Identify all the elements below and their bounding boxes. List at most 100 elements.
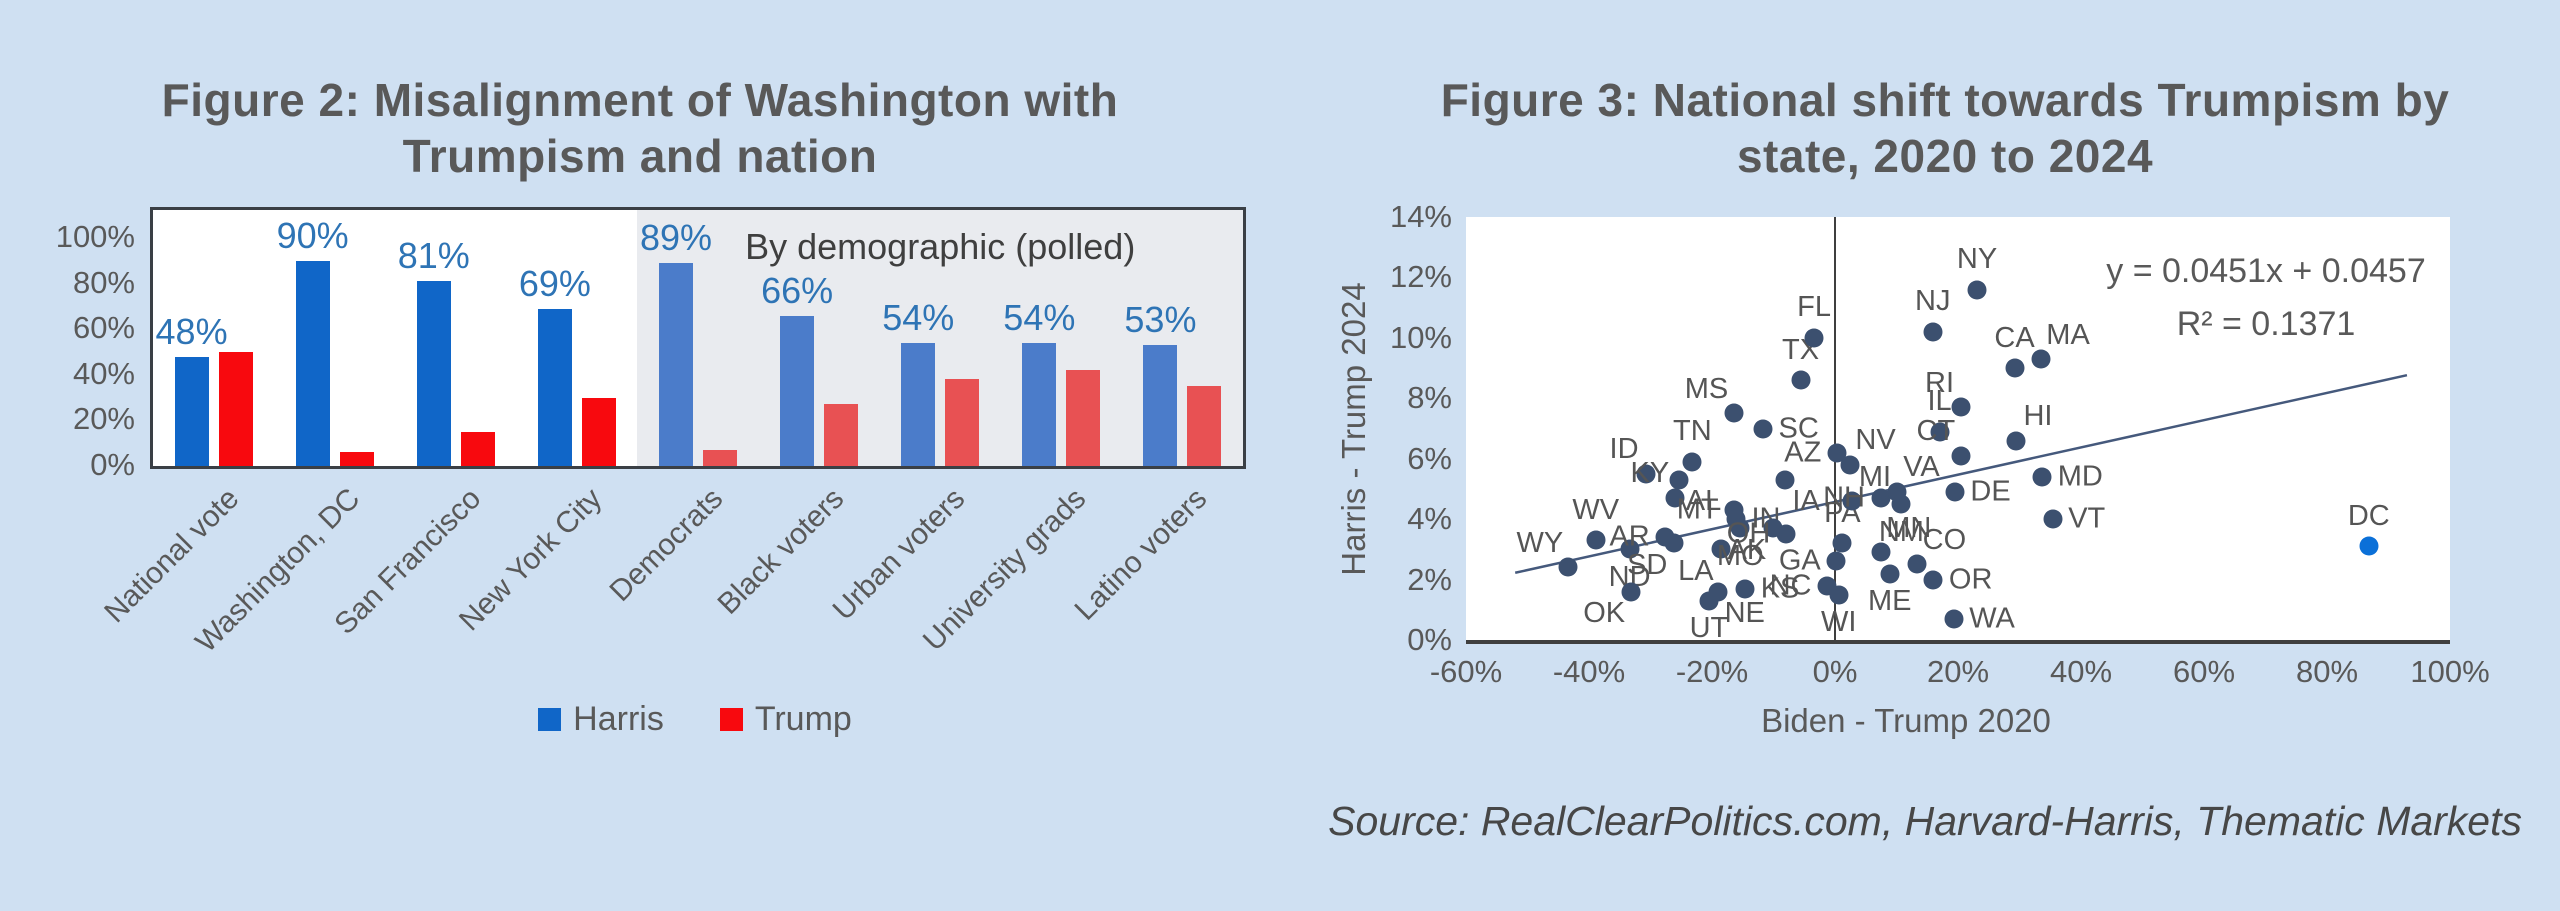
bar-trump (218, 352, 253, 466)
state-point-label-NJ: NJ (1915, 285, 1951, 318)
r-squared-line: R² = 0.1371 (2176, 304, 2356, 343)
state-point-LA (1711, 539, 1731, 559)
x-axis-tick-label: 40% (2049, 654, 2113, 689)
state-point-IL (1930, 422, 1950, 442)
state-point-label-SD: SD (1627, 548, 1668, 581)
state-point-OR (1923, 570, 1943, 590)
bar-harris (659, 263, 693, 466)
x-axis-tick-label: 60% (2172, 654, 2236, 689)
x-axis-tick-label: 20% (1926, 654, 1990, 689)
y-axis-tick-label: 60% (72, 310, 135, 346)
bar-trump (1066, 370, 1101, 466)
x-axis-tick-label: 100% (2410, 654, 2490, 689)
y-axis-tick-label: 20% (72, 401, 135, 437)
y-axis-tick-label: 80% (72, 264, 135, 300)
state-point-label-MD: MD (2057, 460, 2103, 493)
figure2-legend: Harris Trump (150, 700, 1240, 739)
x-axis-tick-label: -40% (1552, 654, 1626, 689)
state-point-FL (1804, 328, 1824, 348)
y-axis-tick-label: 100% (55, 219, 135, 254)
state-point-label-WI: WI (1820, 606, 1857, 639)
state-point-label-TN: TN (1672, 415, 1712, 448)
equation-line: y = 0.0451x + 0.0457 (2106, 252, 2426, 290)
state-point-label-ME: ME (1867, 585, 1912, 618)
state-point-NM (1891, 494, 1911, 514)
state-point-DE (1945, 482, 1965, 502)
state-point-NV (1840, 455, 1860, 475)
y-axis-tick-label: 0% (1407, 622, 1452, 657)
state-point-NY (1967, 280, 1987, 299)
y-axis-tick-label: 2% (1407, 561, 1452, 597)
state-point-label-NV: NV (1855, 424, 1896, 457)
bar-value-label: 54% (1003, 296, 1076, 338)
bar-trump (703, 450, 737, 466)
state-point-KY (1665, 488, 1685, 508)
y-axis-tick-label: 4% (1407, 501, 1452, 537)
bar-trump (1187, 386, 1222, 466)
state-point-RI (1951, 397, 1971, 417)
state-point-MO (1730, 518, 1750, 538)
state-point-AZ (1827, 443, 1847, 463)
y-axis-tick-label: 6% (1407, 440, 1452, 476)
figure2-plot-area: By demographic (polled) 0% 20% 40% 60% 80% 100… (56, 207, 1246, 659)
legend-swatch-harris (538, 708, 562, 731)
bar-harris (901, 342, 936, 466)
x-axis-tick-label: -20% (1675, 654, 1749, 689)
state-point-NH (1871, 488, 1890, 508)
state-point-WV (1586, 530, 1606, 550)
state-point-TX (1791, 370, 1811, 390)
state-point-label-SC: SC (1778, 412, 1819, 444)
state-point-label-DC: DC (2347, 499, 2390, 532)
y-axis-tick-label: 8% (1407, 380, 1452, 416)
figure2-title-line2: Trumpism and nation (402, 130, 878, 183)
state-point-ID (1636, 464, 1656, 484)
state-point-label-NM: NM (1878, 515, 1924, 548)
state-point-label-NC: NC (1769, 569, 1812, 602)
state-point-CA (2005, 358, 2025, 378)
bar-value-label: 53% (1124, 299, 1197, 341)
figure3-title-line1: Figure 3: National shift towards Trumpis… (1440, 74, 2450, 127)
y-axis-tick-label: 12% (1389, 259, 1452, 295)
bar-value-label: 54% (882, 296, 955, 338)
bar-trump (339, 452, 374, 466)
figure2-title: Figure 2: Misalignment of Washington wit… (120, 72, 1160, 184)
bar-harris (416, 281, 451, 466)
state-point-label-OR: OR (1948, 563, 1993, 596)
state-point-label-CT: CT (1916, 415, 1956, 448)
bar-harris (1143, 345, 1178, 466)
state-point-label-VA: VA (1903, 451, 1940, 484)
x-axis-tick-label: 80% (2295, 654, 2359, 689)
source-note: Source: RealClearPolitics.com, Harvard-H… (1328, 798, 2522, 844)
state-point-label-IL: IL (1927, 385, 1952, 418)
state-point-ME (1880, 564, 1900, 584)
state-point-label-ID: ID (1609, 433, 1639, 466)
state-point-IA (1775, 470, 1795, 490)
state-point-label-WA: WA (1969, 602, 2015, 635)
legend-label-trump: Trump (754, 700, 852, 738)
bar-harris (174, 356, 209, 466)
state-point-label-HI: HI (2023, 400, 2053, 433)
state-point-label-MO: MO (1716, 539, 1764, 572)
bar-harris (537, 308, 572, 466)
state-point-label-MA: MA (2046, 318, 2090, 351)
legend-item-trump: Trump (719, 700, 852, 739)
y-axis-tick-label: 40% (72, 355, 135, 391)
state-point-label-AL: AL (1685, 485, 1722, 518)
state-point-NE (1708, 582, 1728, 602)
bar-value-label: 66% (761, 269, 834, 311)
state-point-ND (1620, 539, 1640, 559)
state-point-label-LA: LA (1678, 554, 1714, 587)
state-point-label-NH: NH (1823, 481, 1865, 514)
state-point-KS (1735, 579, 1755, 599)
x-axis-tick-label: -60% (1429, 654, 1503, 689)
bar-value-label: 69% (518, 262, 591, 304)
state-point-NJ (1923, 322, 1943, 342)
bar-harris (780, 315, 815, 466)
state-point-label-WV: WV (1572, 493, 1620, 526)
state-point-OH (1776, 524, 1796, 544)
state-point-label-OK: OK (1583, 597, 1626, 630)
x-axis-tick-label: 0% (1812, 654, 1858, 689)
figure2-title-line1: Figure 2: Misalignment of Washington wit… (161, 74, 1119, 127)
figure3-title: Figure 3: National shift towards Trumpis… (1430, 72, 2460, 184)
